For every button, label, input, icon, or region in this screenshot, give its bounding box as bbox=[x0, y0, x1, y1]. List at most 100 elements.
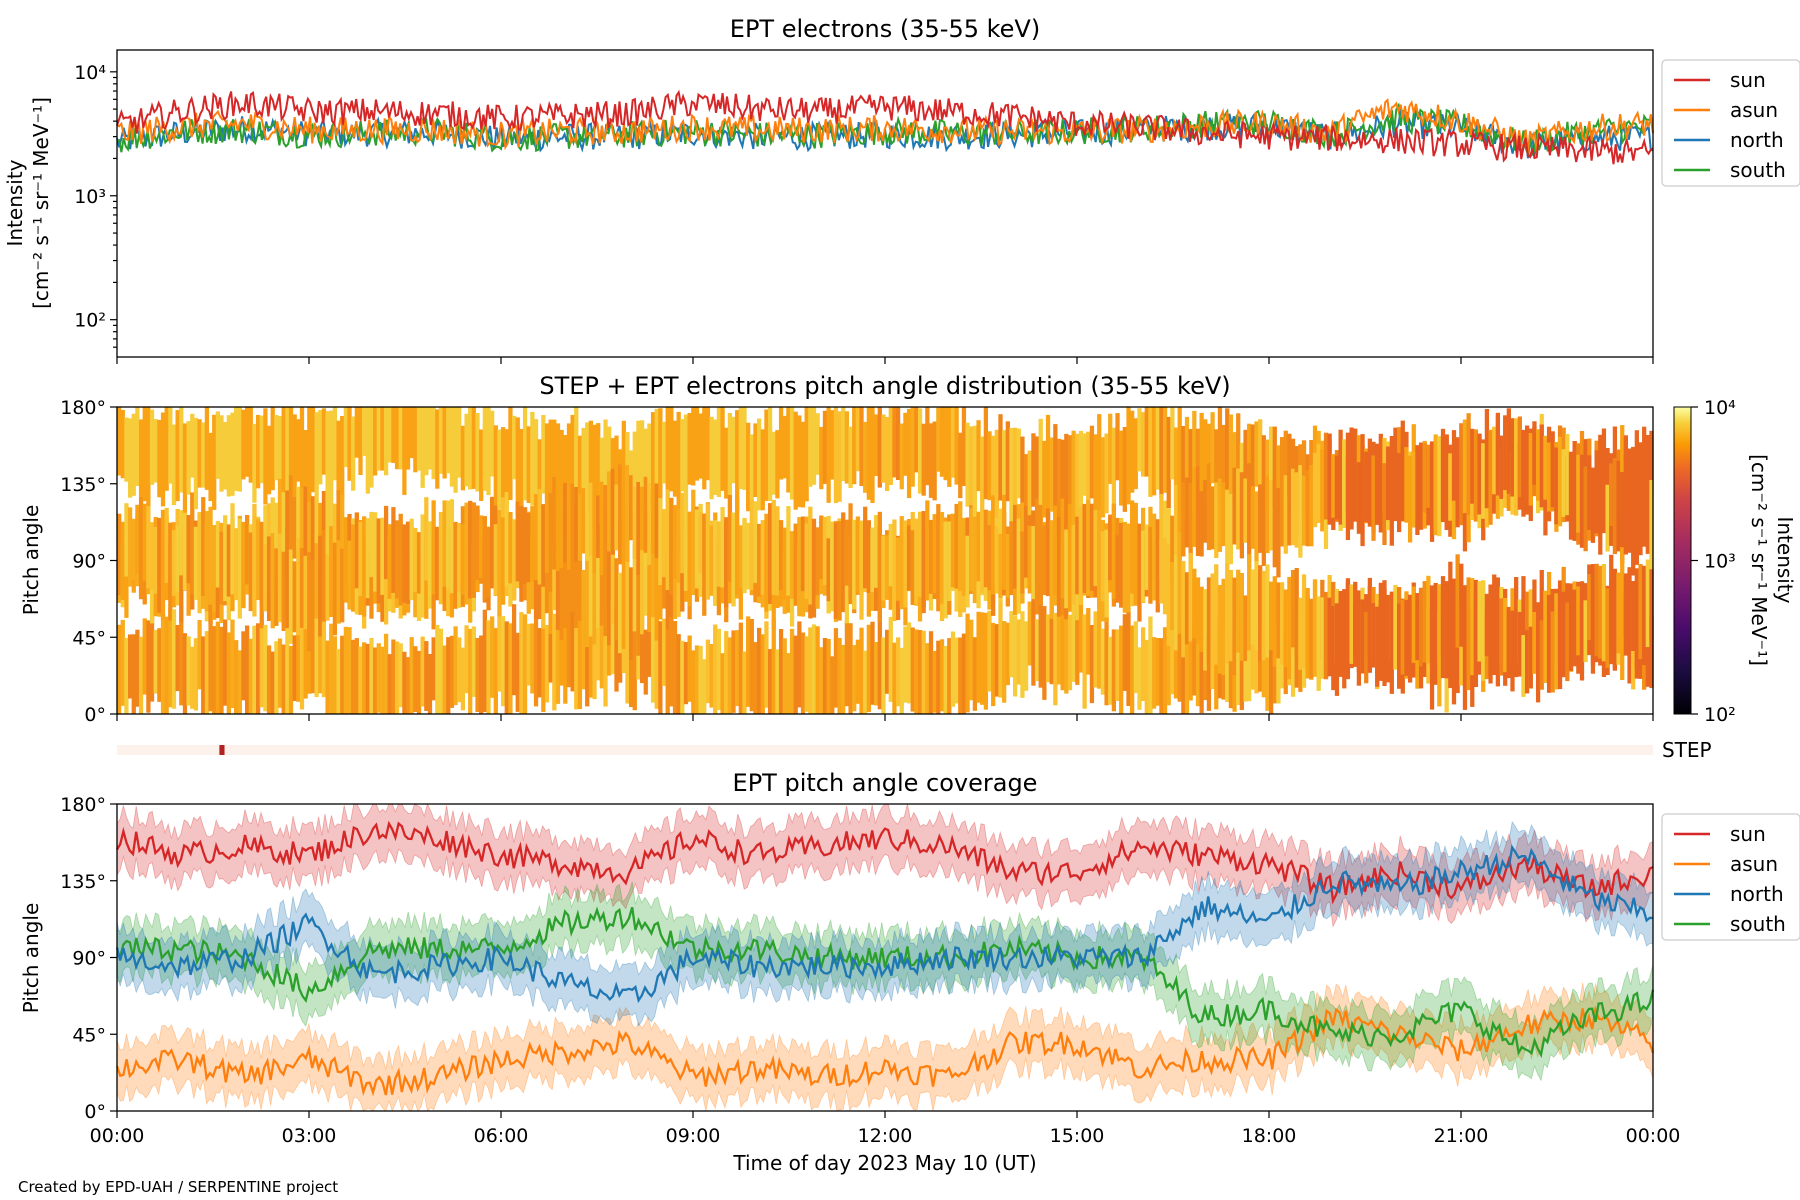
heatmap-cell bbox=[1016, 619, 1021, 685]
x-tick-label: 12:00 bbox=[858, 1125, 913, 1147]
heatmap-cell bbox=[1005, 421, 1010, 502]
heatmap-cell bbox=[493, 425, 498, 509]
heatmap-cell bbox=[1020, 436, 1025, 537]
heatmap-cell bbox=[1188, 429, 1193, 494]
heatmap-cell bbox=[1126, 523, 1131, 600]
heatmap-cell bbox=[629, 475, 634, 541]
heatmap-cell bbox=[859, 407, 864, 486]
heatmap-cell bbox=[1649, 480, 1654, 577]
heatmap-cell bbox=[844, 411, 850, 484]
heatmap-cell bbox=[530, 411, 535, 506]
heatmap-cell bbox=[1214, 429, 1219, 500]
coverage-y-ticks: 0° 45° 90° 135° 180° bbox=[60, 794, 117, 1123]
heatmap-cell bbox=[1433, 583, 1438, 685]
heatmap-cell bbox=[493, 628, 498, 714]
heatmap-cell bbox=[1265, 639, 1270, 711]
heatmap-cell bbox=[135, 407, 140, 486]
heatmap-cell bbox=[1568, 583, 1574, 671]
heatmap-cell bbox=[899, 423, 904, 490]
heatmap-cell bbox=[826, 407, 831, 503]
heatmap-cell bbox=[1034, 498, 1040, 587]
heatmap-cell bbox=[383, 505, 389, 580]
heatmap-cell bbox=[285, 616, 290, 714]
heatmap-cell bbox=[892, 642, 897, 714]
heatmap-cell bbox=[771, 618, 776, 714]
heatmap-cell bbox=[632, 544, 637, 632]
heatmap-cell bbox=[1181, 561, 1186, 658]
heatmap-cell bbox=[519, 505, 524, 589]
heatmap-cell bbox=[1166, 544, 1171, 646]
heatmap-cell bbox=[449, 635, 455, 708]
heatmap-cell bbox=[691, 650, 696, 714]
heatmap-cell bbox=[405, 657, 411, 714]
heatmap-cell bbox=[1294, 472, 1299, 548]
heatmap-cell bbox=[950, 631, 956, 707]
heatmap-cell bbox=[885, 535, 890, 600]
heatmap-cell bbox=[1031, 433, 1036, 507]
heatmap-cell bbox=[837, 521, 842, 621]
heatmap-cell bbox=[574, 617, 579, 710]
heatmap-cell bbox=[778, 520, 784, 590]
heatmap-cell bbox=[1389, 591, 1394, 694]
heatmap-cell bbox=[1181, 629, 1186, 714]
intensity-y-units: [cm⁻² s⁻¹ sr⁻¹ MeV⁻¹] bbox=[29, 97, 53, 309]
heatmap-cell bbox=[351, 524, 356, 612]
heatmap-cell bbox=[650, 412, 656, 508]
heatmap-cell bbox=[1111, 427, 1116, 511]
heatmap-cell bbox=[906, 525, 912, 591]
heatmap-cell bbox=[1620, 425, 1625, 515]
series-sun-line bbox=[116, 89, 1654, 165]
heatmap-cell bbox=[939, 407, 945, 477]
heatmap-cell bbox=[380, 646, 385, 714]
heatmap-cell bbox=[694, 645, 700, 714]
heatmap-cell bbox=[1459, 563, 1464, 647]
pad-y-ticks: 0° 45° 90° 135° 180° bbox=[60, 397, 117, 726]
heatmap-cell bbox=[991, 622, 996, 707]
heatmap-cell bbox=[1612, 458, 1618, 555]
heatmap-cell bbox=[928, 423, 934, 498]
heatmap-cell bbox=[526, 623, 531, 686]
heatmap-cell bbox=[1638, 477, 1643, 556]
heatmap-cell bbox=[1411, 586, 1416, 663]
heatmap-cell bbox=[577, 552, 583, 621]
heatmap-cell bbox=[1422, 443, 1427, 513]
heatmap-cell bbox=[1093, 611, 1098, 688]
heatmap-cell bbox=[292, 414, 297, 499]
heatmap-cell bbox=[314, 611, 319, 698]
heatmap-cell bbox=[1382, 588, 1387, 686]
heatmap-cell bbox=[903, 520, 908, 608]
heatmap-cell bbox=[376, 643, 381, 713]
heatmap-cell bbox=[340, 635, 345, 714]
heatmap-cell bbox=[885, 417, 890, 491]
heatmap-cell bbox=[625, 559, 630, 635]
heatmap-cell bbox=[629, 567, 634, 660]
heatmap-cell bbox=[1184, 624, 1190, 714]
colorbar-ticks: 10² 10³ 10⁴ bbox=[1691, 397, 1736, 726]
heatmap-cell bbox=[1276, 582, 1281, 659]
heatmap-cell bbox=[142, 503, 147, 581]
heatmap-cell bbox=[537, 489, 542, 585]
heatmap-cell bbox=[453, 626, 458, 706]
heatmap-cell bbox=[658, 498, 663, 586]
heatmap-cell bbox=[1572, 589, 1577, 667]
heatmap-cell bbox=[852, 645, 857, 712]
heatmap-cell bbox=[252, 515, 257, 617]
y-tick-label: 135° bbox=[60, 474, 106, 496]
heatmap-cell bbox=[1210, 486, 1215, 550]
heatmap-cell bbox=[274, 502, 279, 588]
heatmap-cell bbox=[643, 552, 648, 616]
heatmap-cell bbox=[383, 633, 389, 714]
heatmap-cell bbox=[215, 411, 220, 479]
heatmap-cell bbox=[778, 407, 784, 480]
heatmap-cell bbox=[519, 428, 524, 508]
heatmap-cell bbox=[179, 510, 184, 576]
heatmap-cell bbox=[508, 512, 513, 584]
heatmap-cell bbox=[1433, 434, 1438, 536]
heatmap-cell bbox=[852, 407, 857, 485]
heatmap-cell bbox=[1013, 615, 1018, 697]
heatmap-cell bbox=[658, 621, 663, 714]
heatmap-cell bbox=[281, 407, 286, 495]
heatmap-cell bbox=[1228, 414, 1234, 499]
heatmap-cell bbox=[1590, 564, 1596, 666]
heatmap-cell bbox=[724, 427, 729, 499]
